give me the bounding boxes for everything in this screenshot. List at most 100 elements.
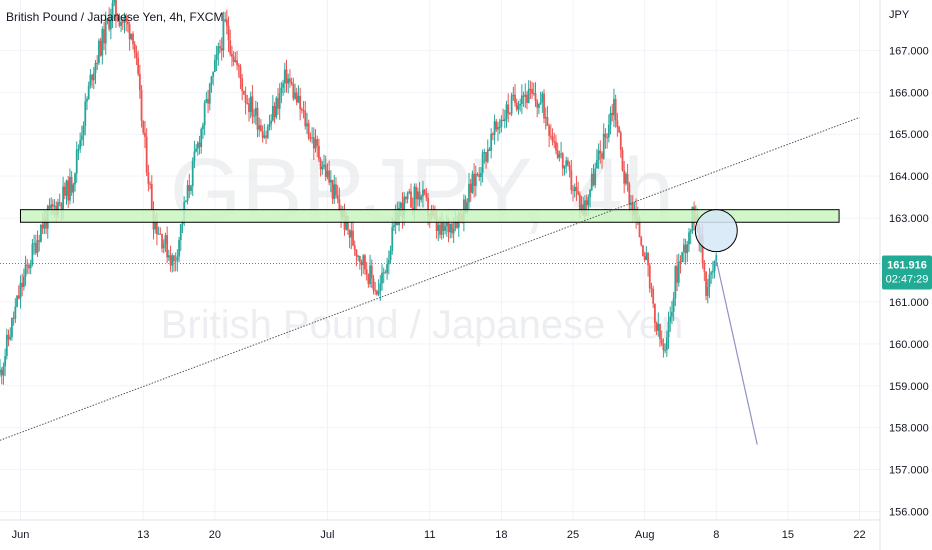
candle-body [403,196,406,218]
candle-body [387,260,390,265]
candle-body [121,21,124,23]
candle-body [285,69,288,84]
candle-body [92,73,95,81]
candle-body [595,160,598,169]
y-tick-label: 158.000 [889,423,929,435]
last-price-value: 161.916 [887,260,927,272]
candle-body [326,170,329,177]
candle-body [157,233,160,235]
candle-body [416,191,419,200]
candle-body [703,263,706,272]
candle-body [294,92,296,99]
candle-body [283,69,286,84]
candle-body [144,132,146,137]
candle-body [546,117,549,126]
candle-body [154,221,157,230]
candle-body [150,184,153,211]
candle-body [510,95,513,114]
candle-body [375,291,378,295]
candle-body [442,222,445,231]
candle-body [531,88,533,94]
candle-body [266,126,269,138]
candle-body [287,78,290,84]
last-price-badge: 161.916 02:47:29 [882,255,932,290]
candle-body [606,137,609,139]
candle-body [648,265,651,289]
candle-body [614,99,617,121]
candle-body [602,133,605,159]
candle-body [413,186,416,210]
candle-body [29,264,32,269]
candle-body [159,233,162,235]
y-tick-label: 161.000 [889,297,929,309]
candle-body [374,290,377,292]
candle-body [295,92,298,103]
candle-body [268,124,271,127]
candle-body [628,184,631,205]
candle-body [444,226,447,231]
candle-body [319,159,322,170]
candle-body [415,186,418,200]
candle-body [480,172,482,178]
candle-body [231,53,233,57]
candle-body [246,102,249,104]
target-circle [694,209,738,253]
candle-body [447,222,450,233]
candle-body [282,83,285,88]
candle-body [423,189,426,194]
candle-body [544,117,547,119]
candle-body [360,262,363,266]
candle-body [145,136,148,173]
y-tick-label: 159.000 [889,381,929,393]
drawing-annotations[interactable] [0,116,860,445]
name-watermark: British Pound / Japanese Yen [161,303,684,347]
candle-body [548,125,551,136]
candle-body [140,90,143,121]
candle-body [104,20,107,44]
candle-body [524,94,527,97]
candle-body [120,21,122,26]
candle-body [116,16,119,22]
candle-body [682,244,685,253]
candle-body [184,200,187,203]
candle-body [224,19,227,22]
candle-body [106,18,109,21]
candle-body [488,149,491,151]
candle-body [48,205,51,209]
candle-body [161,234,163,249]
candle-body [132,33,134,45]
candle-body [307,123,310,139]
candle-body [202,125,204,129]
candle-body [408,191,411,194]
trend-line [0,116,860,441]
candle-body [290,82,293,85]
candle-body [611,112,614,116]
candle-body [580,204,583,210]
candle-body [362,255,365,266]
candle-body [367,274,370,285]
y-tick-label: 167.000 [889,45,929,57]
candle-body [558,154,561,158]
candle-body [653,303,656,323]
resistance-zone [19,209,840,223]
candle-body [358,255,361,263]
candle-body [80,135,83,141]
candle-body [2,366,5,376]
time-axis[interactable]: Jun 13 20 Jul 11 18 25 Aug 8 15 22 [12,529,866,541]
candle-body [108,18,111,30]
candle-body [169,255,172,266]
candle-body [364,255,366,270]
candle-body [505,104,508,120]
candle-body [539,102,542,104]
candle-body [715,255,718,261]
candle-body [186,185,189,201]
x-tick-label: 11 [424,529,435,541]
y-tick-label: 157.000 [889,465,929,477]
candle-body [391,227,394,251]
candle-body [386,264,389,273]
candle-body [133,44,136,53]
candle-body [98,40,100,64]
candle-body [577,191,580,195]
candle-body [534,93,537,102]
